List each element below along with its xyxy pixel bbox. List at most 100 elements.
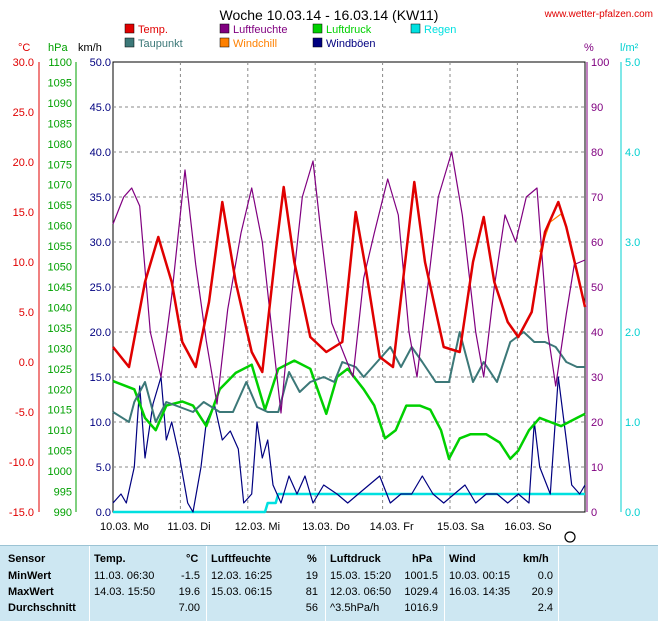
pressure-tick-label: 1000 — [48, 466, 72, 478]
temp-tick-label: 20.0 — [13, 157, 34, 169]
series-line-taupunkt — [112, 331, 585, 423]
series-line-temp — [112, 180, 587, 374]
pressure-tick-label: 1035 — [48, 323, 72, 335]
axes: 30.0 25.0 20.0 15.0 10.0 5.0 0.0 -5.0 -10.0 -15.0… — [9, 57, 640, 519]
humidity-tick-label: 100 — [591, 57, 609, 69]
temp-tick-label: 15.0 — [13, 207, 34, 219]
chart-title: Woche 10.03.14 - 16.03.14 (KW11) — [220, 7, 439, 23]
humidity-tick-label: 90 — [591, 102, 603, 114]
axis-units: °C hPa km/h% l/m² — [18, 42, 639, 54]
series-line-regen — [113, 492, 585, 514]
temp-tick-label: 0.0 — [19, 357, 34, 369]
humidity-tick-label: 50 — [591, 282, 603, 294]
pressure-tick-label: 1095 — [48, 77, 72, 89]
pressure-tick-label: 1015 — [48, 405, 72, 417]
temp-tick-label: -10.0 — [9, 457, 34, 469]
rain-tick-label: 0.0 — [625, 507, 640, 519]
series-line-windben — [112, 376, 586, 513]
temp-tick-label: 30.0 — [13, 57, 34, 69]
cell-value: 7.00 — [178, 602, 200, 614]
pressure-tick-label: 1040 — [48, 302, 72, 314]
legend-swatch — [312, 23, 323, 34]
cell-time: 11.03. 06:30 — [94, 570, 155, 582]
pressure-tick-label: 1080 — [48, 139, 72, 151]
x-tick-label: 11.03. Di — [167, 521, 210, 533]
cell-value: 81 — [305, 586, 318, 598]
pressure-tick-label: 1005 — [48, 446, 72, 458]
x-tick-label: 14.03. Fr — [370, 521, 414, 533]
cell-time: 12.03. 16:25 — [211, 570, 273, 582]
wind-tick-label: 30.0 — [90, 237, 111, 249]
humidity-tick-label: 70 — [591, 192, 603, 204]
humidity-tick-label: 40 — [591, 327, 603, 339]
cell-value: 19.6 — [178, 586, 200, 598]
weather-chart: Woche 10.03.14 - 16.03.14 (KW11) www.wet… — [9, 7, 653, 543]
row-label: Durchschnitt — [8, 602, 76, 614]
cell-value: 1029.4 — [404, 586, 438, 598]
x-tick-label: 12.03. Mi — [235, 521, 280, 533]
cell-time: 10.03. 00:15 — [449, 570, 511, 582]
cell-time: 15.03. 15:20 — [330, 570, 392, 582]
cell-time: 12.03. 06:50 — [330, 586, 392, 598]
legend-label: Taupunkt — [138, 38, 183, 50]
x-tick-label: 13.03. Do — [302, 521, 350, 533]
time-marker-icon[interactable] — [564, 531, 576, 543]
wind-tick-label: 10.0 — [90, 417, 111, 429]
header-wind-unit: km/h — [523, 553, 549, 565]
header-pressure-unit: hPa — [412, 553, 433, 565]
pressure-tick-label: 1090 — [48, 98, 72, 110]
wind-tick-label: 40.0 — [90, 147, 111, 159]
pressure-tick-label: 1050 — [48, 262, 72, 274]
legend-swatch — [410, 23, 421, 34]
rain-tick-label: 5.0 — [625, 57, 640, 69]
header-humidity-unit: % — [307, 553, 317, 565]
wind-tick-label: 45.0 — [90, 102, 111, 114]
pressure-tick-label: 1020 — [48, 384, 72, 396]
temp-tick-label: -5.0 — [15, 407, 34, 419]
cell-value: 19 — [305, 570, 318, 582]
header-temp-unit: °C — [186, 553, 199, 565]
humidity-tick-label: 0 — [591, 507, 597, 519]
wind-tick-label: 15.0 — [90, 372, 111, 384]
legend-label: Regen — [424, 24, 456, 36]
grid — [113, 62, 585, 512]
cell-value: 56 — [305, 602, 318, 614]
header-sensor: Sensor — [8, 553, 46, 565]
header-wind: Wind — [449, 553, 476, 565]
legend-swatch — [124, 37, 135, 48]
cell-time: 15.03. 06:15 — [211, 586, 273, 598]
legend-swatch — [124, 23, 135, 34]
wind-tick-label: 25.0 — [90, 282, 111, 294]
x-axis-labels: 10.03. Mo 11.03. Di 12.03. Mi 13.03. Do 14.0… — [100, 521, 551, 533]
rain-tick-label: 2.0 — [625, 327, 640, 339]
site-link[interactable]: www.wetter-pfalzen.com — [544, 9, 653, 20]
legend-label: Luftfeuchte — [233, 24, 287, 36]
legend-label: Temp. — [138, 24, 168, 36]
pressure-tick-label: 1030 — [48, 343, 72, 355]
series-line-luftfeuchte — [112, 151, 586, 414]
cell-value: 1016.9 — [404, 602, 438, 614]
pressure-tick-label: 990 — [54, 507, 72, 519]
cell-time: 16.03. 14:35 — [449, 586, 511, 598]
temp-tick-label: 25.0 — [13, 107, 34, 119]
cell-time: 14.03. 15:50 — [94, 586, 156, 598]
legend-label: Luftdruck — [326, 24, 372, 36]
wind-tick-label: 35.0 — [90, 192, 111, 204]
header-humidity: Luftfeuchte — [211, 553, 271, 565]
row-label: MaxWert — [8, 586, 54, 598]
cell-time: ^3.5hPa/h — [330, 602, 380, 614]
x-tick-label: 15.03. Sa — [437, 521, 485, 533]
header-pressure: Luftdruck — [330, 553, 381, 565]
rain-tick-label: 1.0 — [625, 417, 640, 429]
humidity-tick-label: 30 — [591, 372, 603, 384]
cell-value: 2.4 — [537, 602, 553, 614]
wind-tick-label: 50.0 — [90, 57, 111, 69]
humidity-unit-label: % — [584, 42, 594, 54]
pressure-tick-label: 995 — [54, 487, 72, 499]
wind-unit-label: km/h — [78, 42, 102, 54]
pressure-tick-label: 1060 — [48, 221, 72, 233]
temp-tick-label: 5.0 — [19, 307, 34, 319]
temp-tick-label: 10.0 — [13, 257, 34, 269]
humidity-tick-label: 10 — [591, 462, 603, 474]
pressure-tick-label: 1025 — [48, 364, 72, 376]
